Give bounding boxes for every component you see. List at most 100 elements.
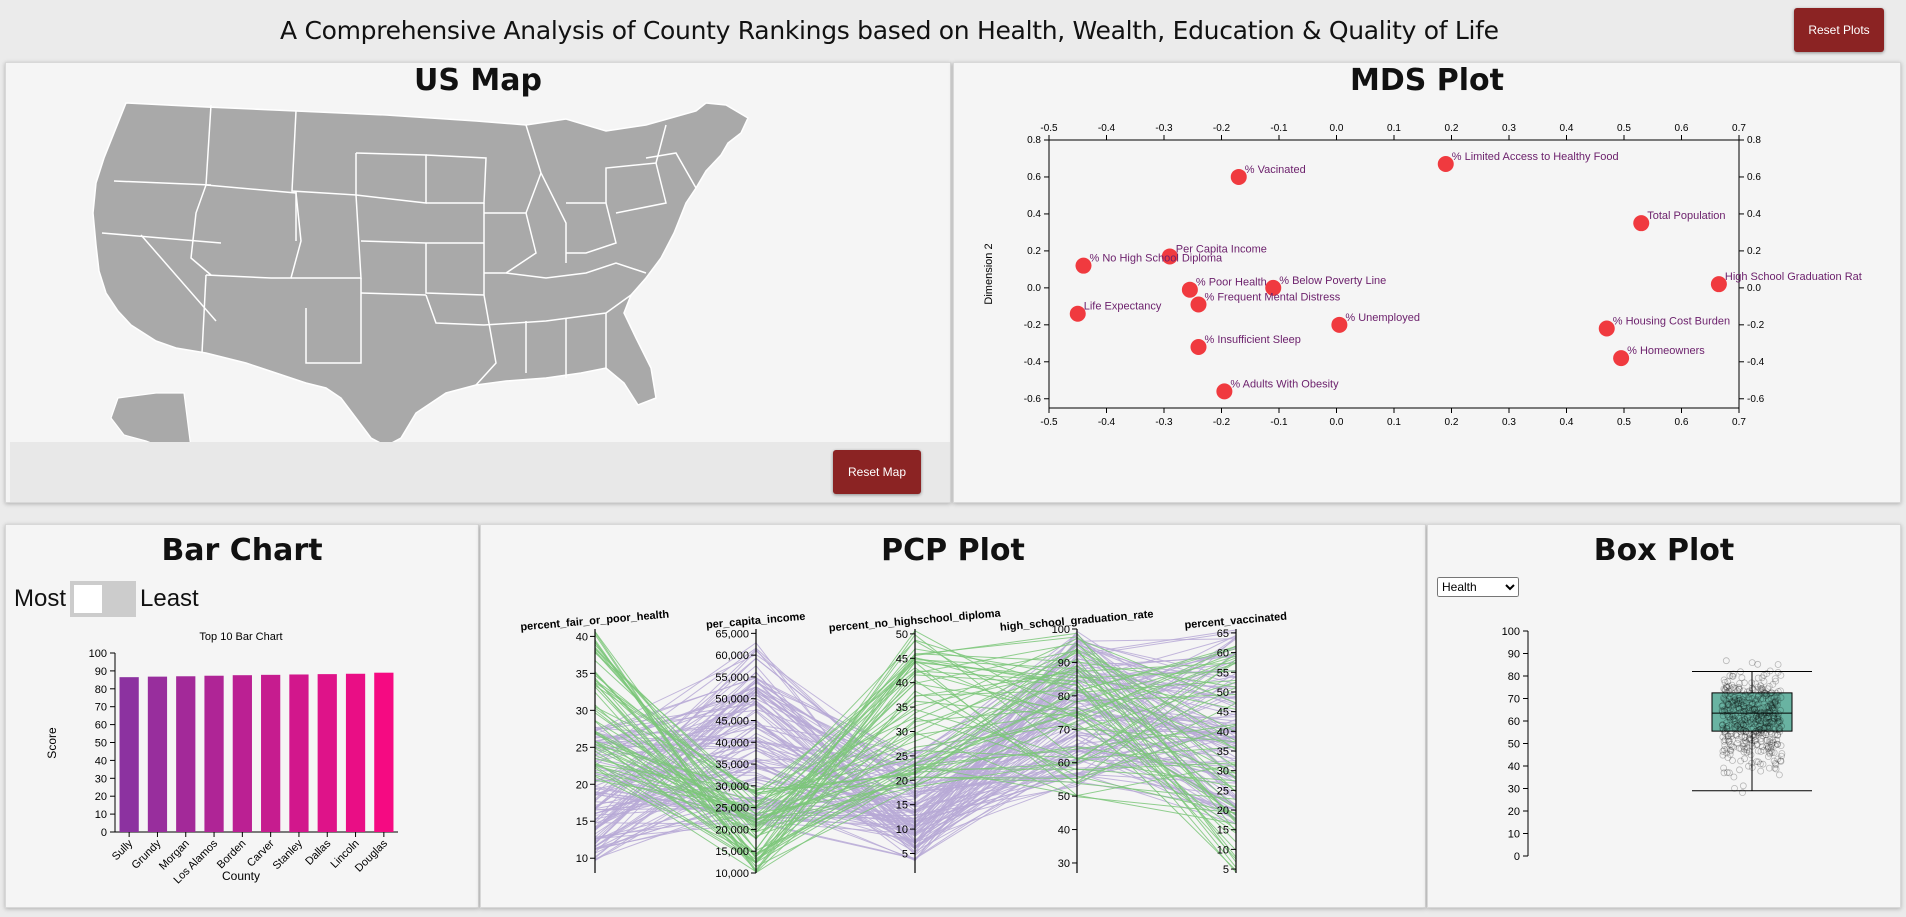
pcp-tick-label: 5 [1223,864,1229,876]
box-jitter-point [1771,700,1779,708]
box-jitter-point [1772,761,1780,769]
box-jitter-point [1727,730,1735,738]
box-jitter-point [1753,729,1761,737]
reset-plots-button[interactable]: Reset Plots [1794,8,1884,52]
box-jitter-point [1736,725,1744,733]
box-jitter-point [1755,714,1763,721]
mds-point [1181,281,1198,298]
box-jitter-point [1771,726,1779,733]
box-jitter-point [1723,725,1731,733]
box-jitter-point [1774,697,1782,704]
box-jitter-point [1766,719,1774,726]
box-jitter-point [1760,688,1768,696]
box-jitter-point [1728,710,1736,718]
us-map-panel: US Map [5,62,951,503]
bar-y-tick-label: 40 [95,755,107,767]
mds-point [1190,339,1207,356]
box-jitter-point [1735,744,1743,752]
box-jitter-point [1770,704,1778,712]
box-jitter-point [1774,740,1782,748]
box-jitter-point [1755,729,1763,736]
pcp-tick-label: 60,000 [715,650,749,662]
box-jitter-point [1750,730,1758,738]
box-jitter-point [1760,724,1768,732]
mds-top-tick-label: 0.5 [1617,123,1631,134]
box-jitter-point [1749,699,1756,707]
bar-y-tick-label: 30 [95,773,107,785]
box-jitter-point [1761,719,1769,727]
pcp-tick-label: 20 [576,779,588,791]
box-jitter-point [1748,759,1756,767]
box-jitter-point [1749,731,1757,739]
box-jitter-point [1742,728,1750,736]
box-jitter-point [1754,693,1762,701]
toggle-least-label: Least [140,585,199,612]
box-jitter-point [1750,705,1758,713]
box-jitter-point [1768,717,1776,725]
box-jitter-point [1745,735,1753,743]
mds-bottom-tick-label: -0.4 [1098,417,1116,428]
box-jitter-point [1761,723,1769,731]
box-jitter-point [1738,733,1746,741]
pcp-tick-label: 20,000 [715,824,749,836]
box-jitter-point [1721,686,1729,694]
box-jitter-point [1724,707,1732,715]
box-jitter-point [1725,701,1733,708]
box-jitter-point [1739,727,1747,735]
box-jitter-point [1770,757,1778,765]
box-jitter-point [1754,660,1762,668]
box-category-select[interactable]: Health [1437,577,1519,597]
box-jitter-point [1745,706,1753,714]
reset-map-button[interactable]: Reset Map [833,450,921,494]
mds-point-label: % Unemployed [1345,312,1420,324]
box-jitter-point [1765,718,1773,726]
box-jitter-point [1725,738,1733,746]
box-jitter-point [1754,674,1762,682]
box-jitter-point [1776,725,1784,733]
mds-bottom-tick-label: -0.2 [1213,417,1231,428]
box-jitter-point [1733,739,1741,747]
most-least-toggle[interactable] [70,581,137,617]
box-jitter-point [1740,687,1747,695]
box-jitter-point [1755,730,1763,738]
bar [261,674,281,832]
box-y-tick-label: 70 [1508,694,1520,706]
bar [289,674,309,832]
box-jitter-point [1731,711,1739,719]
box-jitter-point [1724,701,1732,708]
box-jitter-point [1734,721,1742,729]
mds-top-tick-label: -0.5 [1040,123,1058,134]
mds-top-tick-label: -0.3 [1155,123,1173,134]
box-jitter-point [1732,731,1740,739]
pcp-tick-label: 25,000 [715,803,749,815]
box-jitter-point [1764,753,1772,761]
box-jitter-point [1733,700,1741,708]
box-jitter-point [1721,736,1729,744]
mds-top-tick-label: -0.1 [1270,123,1288,134]
pcp-tick-label: 15 [576,816,588,828]
pcp-tick-label: 40 [1058,825,1070,837]
box-jitter-point [1740,725,1748,733]
box-title: Box Plot [1593,533,1735,568]
mds-point-label: Total Population [1647,210,1725,222]
box-jitter-point [1743,705,1751,712]
box-jitter-point [1772,700,1780,708]
box-jitter-point [1768,740,1776,747]
box-jitter-point [1737,745,1745,753]
box-jitter-point [1745,704,1753,712]
bar [147,676,168,832]
us-map-shape[interactable] [92,102,749,449]
mds-point-label: % Adults With Obesity [1230,378,1339,390]
us-map[interactable] [6,63,951,503]
box-plot-chart: 0 10 20 30 40 50 60 70 80 90 100 [1502,626,1812,863]
mds-left-tick-label: -0.4 [1024,357,1042,368]
box-jitter-point [1749,733,1757,741]
mds-point-label: % No High School Diploma [1090,253,1224,265]
box-jitter-point [1721,706,1729,713]
mds-right-tick-label: -0.6 [1747,394,1765,405]
box-jitter-point [1777,742,1785,750]
box-jitter-point [1731,693,1739,701]
mds-point [1216,383,1233,400]
pcp-tick-label: 10 [896,824,908,836]
box-jitter-point [1735,685,1743,693]
